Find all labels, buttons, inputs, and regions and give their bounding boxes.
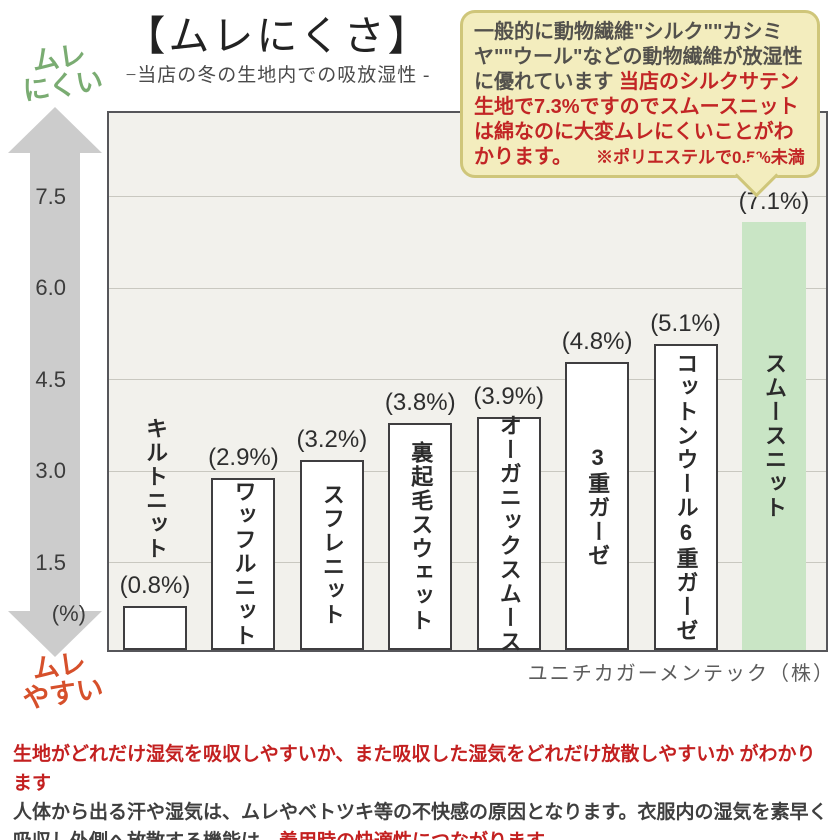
data-source-label: ユニチカガーメンテック（株） xyxy=(527,663,835,685)
bar-value-label: (5.1%) xyxy=(650,310,721,337)
footer-line2-red: 着用時の快適性につながります。 xyxy=(279,831,562,840)
footer-line2: 人体から出る汗や湿気は、ムレやベトツキ等の不快感の原因となります。衣服内の湿気を… xyxy=(13,798,833,840)
gridline-3.0 xyxy=(109,471,826,472)
page-title: 【ムレにくさ】 xyxy=(124,13,432,59)
bar-category-label: コットンウール6重ガーゼ xyxy=(673,351,699,643)
bar-column-6: コットンウール6重ガーゼ (5.1%) xyxy=(650,113,721,650)
y-tick-label-7.5: 7.5 xyxy=(35,184,66,209)
axis-label-mure-nikui: ムレ にくい xyxy=(1,36,122,107)
bar-value-label: (0.8%) xyxy=(119,572,191,599)
y-axis-unit-label: (%) xyxy=(51,601,86,626)
bar: 3重ガーゼ xyxy=(565,362,630,650)
bar-value-label: (3.9%) xyxy=(473,383,545,410)
bar-column-1: ワッフルニット (2.9%) xyxy=(208,113,279,650)
bubble-note-polyester: ※ポリエステルで0.5%未満 xyxy=(596,148,805,167)
bar-column-4: オーガニックスムース (3.9%) xyxy=(473,113,544,654)
bar-column-0: キルトニット (0.8%) xyxy=(120,113,190,650)
arrow-down-icon xyxy=(8,611,102,657)
bar: オーガニックスムース xyxy=(476,414,541,654)
y-tick-label-4.5: 4.5 xyxy=(35,367,66,392)
footer-line1: 生地がどれだけ湿気を吸収しやすいか、また吸収した湿気をどれだけ放散しやすいか が… xyxy=(13,740,833,798)
bar-value-label: (4.8%) xyxy=(561,328,633,355)
bar-column-2: スフレニット (3.2%) xyxy=(297,113,367,650)
gridline-7.5 xyxy=(109,196,826,197)
speech-bubble: 一般的に動物繊維"シルク""カシミヤ""ウール"などの動物繊維が放湿性に優れてい… xyxy=(460,10,820,178)
y-tick-label-1.5: 1.5 xyxy=(35,550,66,575)
bar-highlighted: スムースニット xyxy=(741,222,806,650)
bar-category-label: オーガニックスムース xyxy=(496,413,522,654)
bar-column-5: 3重ガーゼ (4.8%) xyxy=(562,113,632,650)
footer-line2-dark: 人体から出る汗や湿気は、ムレやベトツキ等の不快感の原因となります。衣服内の湿気を… xyxy=(13,802,828,840)
y-tick-label-6.0: 6.0 xyxy=(35,275,66,300)
bar: ワッフルニット xyxy=(211,478,276,650)
bar-category-label: 3重ガーゼ xyxy=(585,444,611,568)
bar xyxy=(123,606,187,650)
chart-plot-area: キルトニット (0.8%) ワッフルニット (2.9%) スフレニット (3.2%) 裏起毛… xyxy=(107,111,828,654)
bar-value-label: (2.9%) xyxy=(208,444,279,471)
bar-category-label: キルトニット xyxy=(143,417,168,561)
bar-value-label: (3.8%) xyxy=(384,389,456,416)
arrow-up-icon xyxy=(8,107,102,153)
bar: コットンウール6重ガーゼ xyxy=(653,344,718,650)
axis-arrow-shaft xyxy=(30,150,80,614)
gridline-6.0 xyxy=(109,288,826,289)
y-tick-label-3.0: 3.0 xyxy=(35,458,66,483)
bar-value-label: (3.2%) xyxy=(296,426,368,453)
bar-category-label: スフレニット xyxy=(319,483,345,627)
bars-container: キルトニット (0.8%) ワッフルニット (2.9%) スフレニット (3.2%) 裏起毛… xyxy=(109,113,826,654)
footer-line1-red: 生地がどれだけ湿気を吸収しやすいか、また吸収した湿気をどれだけ放散しやすいか が… xyxy=(13,744,816,794)
bar-column-7: スムースニット (7.1%) xyxy=(739,113,809,650)
bar-category-label: 裏起毛スウェット xyxy=(408,440,434,633)
gridline-1.5 xyxy=(109,562,826,563)
bubble-text-highlight: 当店のシルクサテン生地で7.3%ですのでスムースニットは綿なのに大変ムレにくいこ… xyxy=(474,71,799,168)
gridline-4.5 xyxy=(109,379,826,380)
bar-category-label-outside: キルトニット xyxy=(139,417,171,566)
bar-column-3: 裏起毛スウェット (3.8%) xyxy=(385,113,456,650)
bar-category-label: スムースニット xyxy=(761,352,787,520)
bar-value-label: (7.1%) xyxy=(738,188,810,215)
bar: 裏起毛スウェット xyxy=(388,423,453,650)
bubble-text-general: 一般的に動物繊維"シルク""カシミヤ""ウール"などの動物繊維が放湿性に優れてい… xyxy=(474,21,803,93)
bar: スフレニット xyxy=(299,460,364,650)
bar-category-label: ワッフルニット xyxy=(231,480,257,648)
page-subtitle: −当店の冬の生地内での吸放湿性 - xyxy=(125,65,431,86)
footer-description: 生地がどれだけ湿気を吸収しやすいか、また吸収した湿気をどれだけ放散しやすいか が… xyxy=(13,740,833,840)
